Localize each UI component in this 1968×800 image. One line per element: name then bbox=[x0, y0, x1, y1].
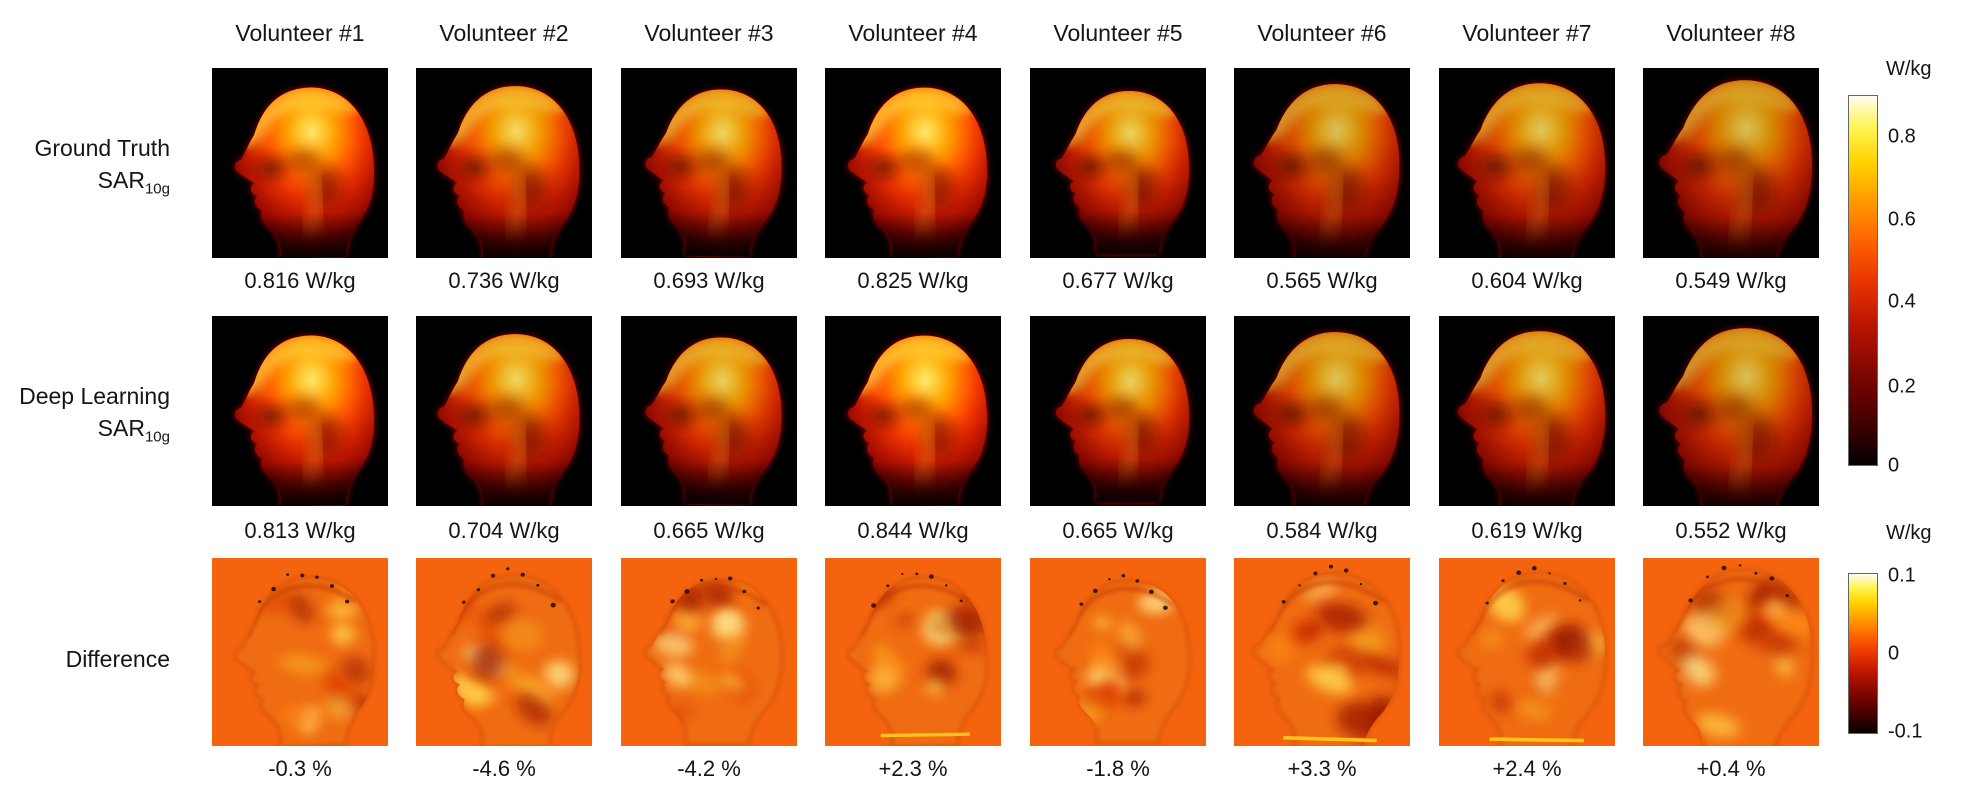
colorbar-difference-tick-neg0.1: -0.1 bbox=[1888, 720, 1923, 743]
deep-learning-map-volunteer-3 bbox=[621, 316, 797, 506]
peak-sar-difference-percent: -1.8 % bbox=[1086, 756, 1150, 781]
deep-learning-map-volunteer-6 bbox=[1234, 316, 1410, 506]
peak-sar-ground-truth-value: 0.825 W/kg bbox=[857, 268, 969, 293]
row-label-ground-truth-line2: SAR10g bbox=[97, 167, 170, 198]
difference-map-volunteer-5 bbox=[1030, 558, 1206, 746]
peak-sar-deep-learning-value: 0.665 W/kg bbox=[1062, 518, 1174, 543]
deep-learning-map-volunteer-5 bbox=[1030, 316, 1206, 506]
peak-sar-deep-learning-value: 0.813 W/kg bbox=[244, 518, 356, 543]
row-label-ground-truth: Ground Truth SAR10g bbox=[0, 132, 176, 206]
column-header-volunteer-5: Volunteer #5 bbox=[1053, 20, 1183, 46]
colorbar-sar-tick-0.4: 0.4 bbox=[1888, 290, 1916, 313]
colorbar-sar-scale bbox=[1848, 95, 1878, 466]
difference-map-volunteer-1 bbox=[212, 558, 388, 746]
ground-truth-map-volunteer-6 bbox=[1234, 68, 1410, 258]
column-header-volunteer-2: Volunteer #2 bbox=[439, 20, 569, 46]
peak-sar-difference-percent: +2.3 % bbox=[878, 756, 948, 781]
row-label-deep-learning: Deep Learning SAR10g bbox=[0, 380, 176, 454]
peak-sar-difference-percent: +2.4 % bbox=[1492, 756, 1562, 781]
peak-sar-deep-learning-value: 0.552 W/kg bbox=[1675, 518, 1787, 543]
column-header-volunteer-7: Volunteer #7 bbox=[1462, 20, 1592, 46]
difference-map-volunteer-6 bbox=[1234, 558, 1410, 746]
deep-learning-map-volunteer-8 bbox=[1643, 316, 1819, 506]
deep-learning-map-volunteer-7 bbox=[1439, 316, 1615, 506]
row-label-difference: Difference bbox=[0, 643, 176, 675]
row-label-deep-learning-line2: SAR10g bbox=[97, 415, 170, 446]
peak-sar-deep-learning-value: 0.844 W/kg bbox=[857, 518, 969, 543]
peak-sar-difference-percent: -0.3 % bbox=[268, 756, 332, 781]
deep-learning-map-volunteer-2 bbox=[416, 316, 592, 506]
peak-sar-difference-percent: -4.2 % bbox=[677, 756, 741, 781]
peak-sar-ground-truth-value: 0.604 W/kg bbox=[1471, 268, 1583, 293]
colorbar-difference-unit-label: W/kg bbox=[1886, 522, 1932, 544]
peak-sar-difference-percent: +3.3 % bbox=[1287, 756, 1357, 781]
row-label-ground-truth-line1: Ground Truth bbox=[34, 135, 170, 161]
row-label-deep-learning-line1: Deep Learning bbox=[19, 383, 170, 409]
peak-sar-deep-learning-value: 0.665 W/kg bbox=[653, 518, 765, 543]
peak-sar-difference-percent: +0.4 % bbox=[1696, 756, 1766, 781]
column-header-volunteer-6: Volunteer #6 bbox=[1257, 20, 1387, 46]
difference-map-volunteer-4 bbox=[825, 558, 1001, 746]
peak-sar-ground-truth-value: 0.565 W/kg bbox=[1266, 268, 1378, 293]
ground-truth-map-volunteer-2 bbox=[416, 68, 592, 258]
peak-sar-ground-truth-value: 0.816 W/kg bbox=[244, 268, 356, 293]
deep-learning-map-volunteer-1 bbox=[212, 316, 388, 506]
ground-truth-map-volunteer-4 bbox=[825, 68, 1001, 258]
colorbar-sar-tick-0.2: 0.2 bbox=[1888, 375, 1916, 398]
column-header-volunteer-4: Volunteer #4 bbox=[848, 20, 978, 46]
difference-map-volunteer-3 bbox=[621, 558, 797, 746]
deep-learning-map-volunteer-4 bbox=[825, 316, 1001, 506]
colorbar-sar-tick-0.8: 0.8 bbox=[1888, 125, 1916, 148]
ground-truth-map-volunteer-7 bbox=[1439, 68, 1615, 258]
ground-truth-map-volunteer-1 bbox=[212, 68, 388, 258]
row-label-difference-line1: Difference bbox=[65, 646, 170, 672]
peak-sar-difference-percent: -4.6 % bbox=[472, 756, 536, 781]
colorbar-difference-tick-0: 0 bbox=[1888, 642, 1900, 665]
colorbar-sar-tick-0: 0 bbox=[1888, 454, 1900, 477]
difference-map-volunteer-2 bbox=[416, 558, 592, 746]
colorbar-difference-tick-0.1: 0.1 bbox=[1888, 564, 1916, 587]
ground-truth-map-volunteer-5 bbox=[1030, 68, 1206, 258]
peak-sar-ground-truth-value: 0.549 W/kg bbox=[1675, 268, 1787, 293]
column-header-volunteer-3: Volunteer #3 bbox=[644, 20, 774, 46]
peak-sar-deep-learning-value: 0.584 W/kg bbox=[1266, 518, 1378, 543]
peak-sar-deep-learning-value: 0.619 W/kg bbox=[1471, 518, 1583, 543]
ground-truth-map-volunteer-8 bbox=[1643, 68, 1819, 258]
colorbar-sar-unit-label: W/kg bbox=[1886, 58, 1932, 80]
peak-sar-ground-truth-value: 0.677 W/kg bbox=[1062, 268, 1174, 293]
difference-map-volunteer-7 bbox=[1439, 558, 1615, 746]
colorbar-sar-tick-0.6: 0.6 bbox=[1888, 208, 1916, 231]
column-header-volunteer-8: Volunteer #8 bbox=[1666, 20, 1796, 46]
difference-map-volunteer-8 bbox=[1643, 558, 1819, 746]
peak-sar-ground-truth-value: 0.693 W/kg bbox=[653, 268, 765, 293]
column-header-volunteer-1: Volunteer #1 bbox=[235, 20, 365, 46]
colorbar-difference-scale bbox=[1848, 573, 1878, 734]
peak-sar-deep-learning-value: 0.704 W/kg bbox=[448, 518, 560, 543]
ground-truth-map-volunteer-3 bbox=[621, 68, 797, 258]
peak-sar-ground-truth-value: 0.736 W/kg bbox=[448, 268, 560, 293]
